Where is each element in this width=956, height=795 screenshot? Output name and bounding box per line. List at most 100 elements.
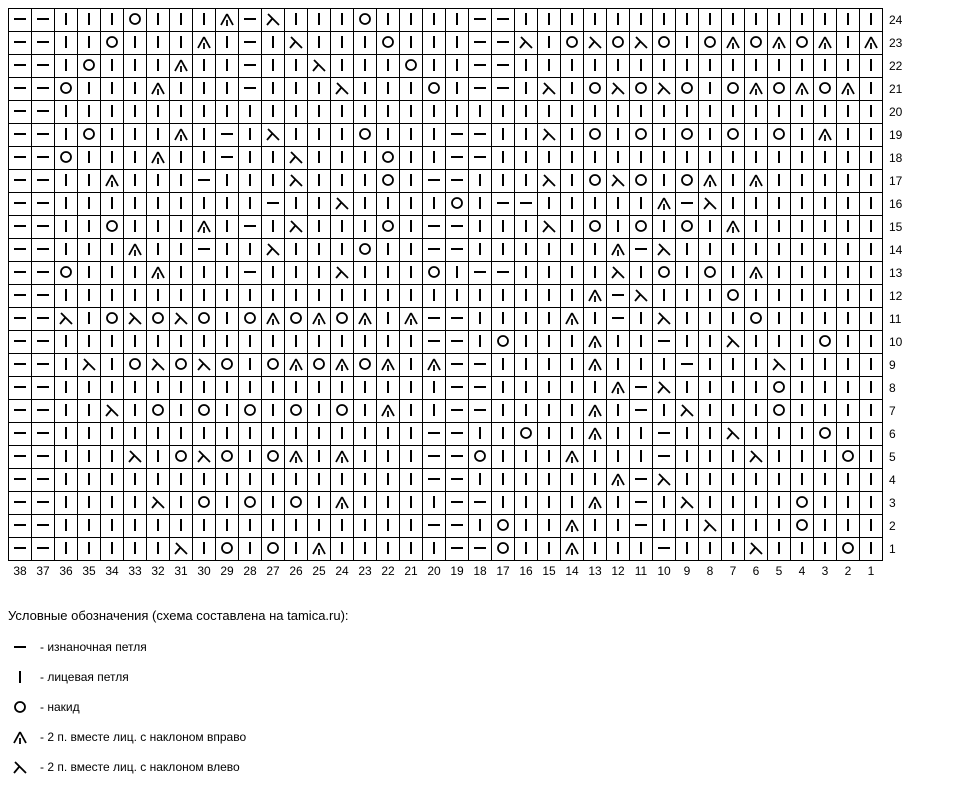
- yo-icon: [8, 697, 32, 717]
- chart-cell: [745, 239, 768, 262]
- chart-cell: [354, 446, 377, 469]
- chart-cell: [584, 285, 607, 308]
- chart-cell: [308, 170, 331, 193]
- chart-cell: [584, 423, 607, 446]
- chart-cell: [791, 101, 814, 124]
- chart-cell: [515, 354, 538, 377]
- chart-cell: [354, 331, 377, 354]
- chart-cell: [308, 446, 331, 469]
- col-label: 12: [607, 561, 630, 582]
- chart-cell: [423, 32, 446, 55]
- chart-cell: [538, 147, 561, 170]
- chart-cell: [607, 377, 630, 400]
- chart-cell: [492, 423, 515, 446]
- chart-cell: [630, 78, 653, 101]
- chart-cell: [239, 354, 262, 377]
- chart-cell: [400, 331, 423, 354]
- chart-cell: [55, 423, 78, 446]
- chart-cell: [699, 423, 722, 446]
- chart-cell: [400, 262, 423, 285]
- chart-cell: [32, 193, 55, 216]
- col-label: 36: [55, 561, 78, 582]
- chart-cell: [308, 377, 331, 400]
- chart-cell: [561, 55, 584, 78]
- row-label: 11: [883, 308, 916, 331]
- chart-cell: [170, 400, 193, 423]
- chart-cell: [860, 170, 883, 193]
- chart-cell: [308, 354, 331, 377]
- chart-cell: [676, 78, 699, 101]
- col-label: 31: [170, 561, 193, 582]
- chart-cell: [101, 124, 124, 147]
- chart-cell: [78, 354, 101, 377]
- chart-cell: [722, 170, 745, 193]
- col-label: 18: [469, 561, 492, 582]
- chart-cell: [423, 446, 446, 469]
- chart-cell: [607, 147, 630, 170]
- chart-cell: [285, 9, 308, 32]
- chart-cell: [607, 9, 630, 32]
- chart-cell: [32, 285, 55, 308]
- col-label: 5: [768, 561, 791, 582]
- chart-cell: [860, 492, 883, 515]
- chart-cell: [768, 492, 791, 515]
- chart-cell: [101, 170, 124, 193]
- chart-cell: [515, 538, 538, 561]
- chart-cell: [423, 515, 446, 538]
- row-label: 4: [883, 469, 916, 492]
- chart-cell: [791, 515, 814, 538]
- chart-cell: [699, 147, 722, 170]
- col-label: 6: [745, 561, 768, 582]
- chart-cell: [607, 216, 630, 239]
- chart-cell: [745, 32, 768, 55]
- chart-cell: [170, 538, 193, 561]
- chart-cell: [331, 101, 354, 124]
- chart-cell: [722, 9, 745, 32]
- chart-cell: [262, 308, 285, 331]
- chart-cell: [561, 170, 584, 193]
- chart-grid: 24: [8, 8, 916, 581]
- chart-cell: [193, 354, 216, 377]
- chart-cell: [538, 55, 561, 78]
- chart-cell: [814, 78, 837, 101]
- chart-cell: [446, 101, 469, 124]
- chart-cell: [101, 354, 124, 377]
- chart-cell: [469, 32, 492, 55]
- chart-cell: [308, 78, 331, 101]
- chart-cell: [814, 354, 837, 377]
- chart-cell: [170, 377, 193, 400]
- chart-cell: [78, 538, 101, 561]
- chart-cell: [722, 147, 745, 170]
- chart-cell: [791, 55, 814, 78]
- chart-cell: [722, 32, 745, 55]
- chart-cell: [193, 331, 216, 354]
- chart-cell: [377, 124, 400, 147]
- chart-cell: [239, 377, 262, 400]
- chart-cell: [331, 55, 354, 78]
- chart-cell: [860, 239, 883, 262]
- chart-cell: [193, 308, 216, 331]
- chart-cell: [331, 239, 354, 262]
- chart-cell: [791, 285, 814, 308]
- chart-cell: [699, 400, 722, 423]
- chart-cell: [722, 400, 745, 423]
- chart-cell: [745, 262, 768, 285]
- chart-cell: [101, 9, 124, 32]
- chart-cell: [147, 147, 170, 170]
- chart-cell: [55, 32, 78, 55]
- chart-cell: [860, 32, 883, 55]
- col-label: 10: [653, 561, 676, 582]
- chart-cell: [262, 469, 285, 492]
- chart-cell: [262, 55, 285, 78]
- chart-cell: [32, 538, 55, 561]
- chart-cell: [78, 193, 101, 216]
- chart-cell: [331, 331, 354, 354]
- chart-cell: [354, 400, 377, 423]
- chart-cell: [814, 423, 837, 446]
- chart-cell: [515, 9, 538, 32]
- chart-cell: [607, 423, 630, 446]
- chart-cell: [492, 101, 515, 124]
- chart-cell: [469, 9, 492, 32]
- chart-cell: [262, 239, 285, 262]
- chart-cell: [676, 538, 699, 561]
